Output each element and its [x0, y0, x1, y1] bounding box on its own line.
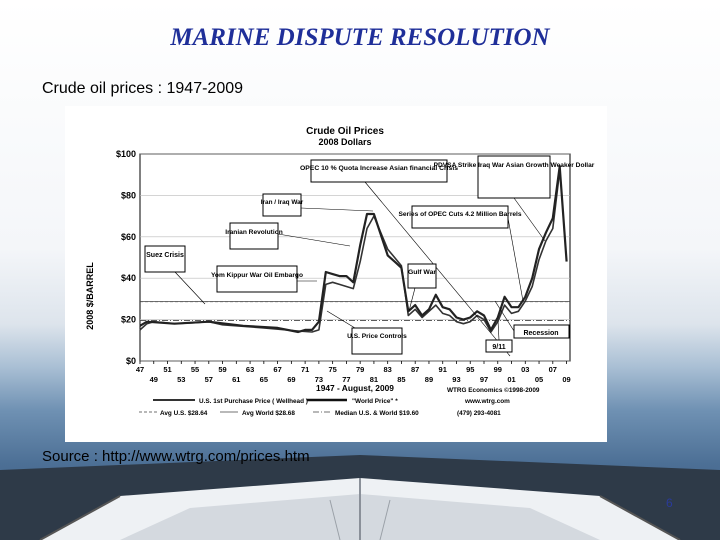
annotation-iranian-revolution: Iranian Revolution — [225, 222, 351, 250]
x-tick-label-bottom: 53 — [177, 375, 185, 384]
x-tick-label-bottom: 77 — [342, 375, 350, 384]
x-tick-label-bottom: 09 — [562, 375, 570, 384]
x-tick-label-top: 91 — [439, 365, 447, 374]
chart-subtitle: 2008 Dollars — [318, 137, 371, 147]
annotations: OPEC 10 % Quota Increase Asian financial… — [144, 155, 595, 357]
x-tick-label-top: 55 — [191, 365, 199, 374]
legend-median-label: Median U.S. & World $19.60 — [335, 410, 419, 417]
legend: U.S. 1st Purchase Price ( Wellhead ) "Wo… — [139, 398, 510, 417]
x-tick-label-top: 59 — [218, 365, 226, 374]
annotation-yom-kippur: Yom Kippur War Oil Embargo — [211, 265, 317, 293]
x-tick-label-bottom: 97 — [480, 375, 488, 384]
annotation-suez: Suez Crisis — [144, 245, 206, 305]
annotation-pdvsa-text: PDVSA Strike Iraq War Asian Growth Weake… — [434, 162, 595, 169]
legend-avg-world-label: Avg World $28.68 — [242, 410, 295, 417]
annotation-yom-kippur-text: Yom Kippur War Oil Embargo — [211, 272, 303, 279]
annotation-recession-text: Recession — [523, 330, 558, 337]
chart-frame: Crude Oil Prices 2008 Dollars 2008 $/BAR… — [65, 106, 607, 442]
page-number: 6 — [666, 496, 673, 510]
x-tick-label-top: 67 — [273, 365, 281, 374]
legend-world-label: "World Price" * — [352, 398, 398, 405]
series-lines — [139, 165, 568, 334]
world-price-line — [139, 165, 568, 334]
x-tick-label-top: 95 — [466, 365, 474, 374]
oil-price-chart: Crude Oil Prices 2008 Dollars 2008 $/BAR… — [85, 126, 595, 417]
x-tick-label-top: 03 — [521, 365, 529, 374]
annotation-iran-iraq-text: Iran / Iraq War — [261, 199, 304, 206]
annotation-opec-cuts: Series of OPEC Cuts 4.2 Million Barrels — [398, 205, 524, 302]
annotation-opec-quota-text: OPEC 10 % Quota Increase Asian financial… — [300, 165, 458, 172]
annotation-price-controls: U.S. Price Controls — [326, 310, 407, 355]
y-tick-label: $20 — [121, 315, 136, 325]
x-tick-label-bottom: 01 — [507, 375, 515, 384]
publisher-label: WTRG Economics ©1998-2009 — [447, 386, 540, 394]
website-label: www.wtrg.com — [464, 398, 510, 405]
y-tick-label: $80 — [121, 190, 136, 200]
annotation-suez-text: Suez Crisis — [146, 252, 184, 259]
annotation-iran-iraq: Iran / Iraq War — [261, 193, 374, 217]
y-tick-label: $100 — [116, 149, 136, 159]
x-tick-label-top: 75 — [328, 365, 336, 374]
y-tick-label: $0 — [126, 356, 136, 366]
annotation-recession: Recession — [494, 300, 570, 339]
period-label: 1947 - August, 2009 — [316, 383, 394, 393]
x-tick-label-top: 63 — [246, 365, 254, 374]
x-tick-label-bottom: 89 — [425, 375, 433, 384]
y-tick-labels: $0 $20 $40 $60 $80 $100 — [116, 149, 136, 366]
x-tick-label-top: 47 — [136, 365, 144, 374]
legend-us-label: U.S. 1st Purchase Price ( Wellhead ) — [199, 398, 308, 405]
x-tick-label-bottom: 65 — [260, 375, 268, 384]
x-tick-label-top: 83 — [384, 365, 392, 374]
x-tick-label-bottom: 69 — [287, 375, 295, 384]
y-axis-label: 2008 $/BARREL — [85, 262, 95, 330]
x-tick-label-bottom: 61 — [232, 375, 240, 384]
y-tick-label: $60 — [121, 232, 136, 242]
source-citation: Source : http://www.wtrg.com/prices.htm — [42, 448, 310, 465]
legend-avg-us-label: Avg U.S. $28.64 — [160, 410, 208, 417]
y-tick-label: $40 — [121, 273, 136, 283]
x-tick-label-bottom: 57 — [205, 375, 213, 384]
x-tick-labels: 47 51 55 59 63 67 71 75 79 83 87 91 95 99 03 07 49 53 57 61… — [136, 361, 571, 384]
x-tick-label-bottom: 85 — [397, 375, 405, 384]
annotation-opec-cuts-text: Series of OPEC Cuts 4.2 Million Barrels — [398, 211, 521, 218]
annotation-9-11: 9/11 — [485, 320, 513, 353]
slide-subtitle: Crude oil prices : 1947-2009 — [42, 80, 244, 97]
x-tick-label-top: 99 — [494, 365, 502, 374]
x-tick-label-bottom: 49 — [150, 375, 158, 384]
annotation-opec-quota: OPEC 10 % Quota Increase Asian financial… — [300, 159, 511, 357]
chart-title: Crude Oil Prices — [306, 126, 384, 137]
annotation-gulf-war-text: Gulf War — [408, 269, 436, 276]
x-tick-label-top: 07 — [549, 365, 557, 374]
x-tick-label-bottom: 73 — [315, 375, 323, 384]
x-tick-label-bottom: 81 — [370, 375, 378, 384]
x-tick-label-top: 71 — [301, 365, 309, 374]
annotation-price-controls-text: U.S. Price Controls — [347, 333, 407, 340]
annotation-pdvsa: PDVSA Strike Iraq War Asian Growth Weake… — [434, 155, 595, 242]
x-tick-label-top: 87 — [411, 365, 419, 374]
x-tick-label-top: 51 — [163, 365, 171, 374]
x-tick-label-top: 79 — [356, 365, 364, 374]
x-tick-label-bottom: 05 — [535, 375, 543, 384]
reference-lines — [140, 301, 570, 321]
x-tick-label-bottom: 93 — [452, 375, 460, 384]
annotation-iranian-revolution-text: Iranian Revolution — [225, 229, 283, 236]
annotation-gulf-war: Gulf War — [407, 263, 437, 312]
annotation-9-11-text: 9/11 — [492, 344, 505, 351]
phone-label: (479) 293-4081 — [457, 410, 501, 417]
slide-title: MARINE DISPUTE RESOLUTION — [170, 24, 550, 51]
